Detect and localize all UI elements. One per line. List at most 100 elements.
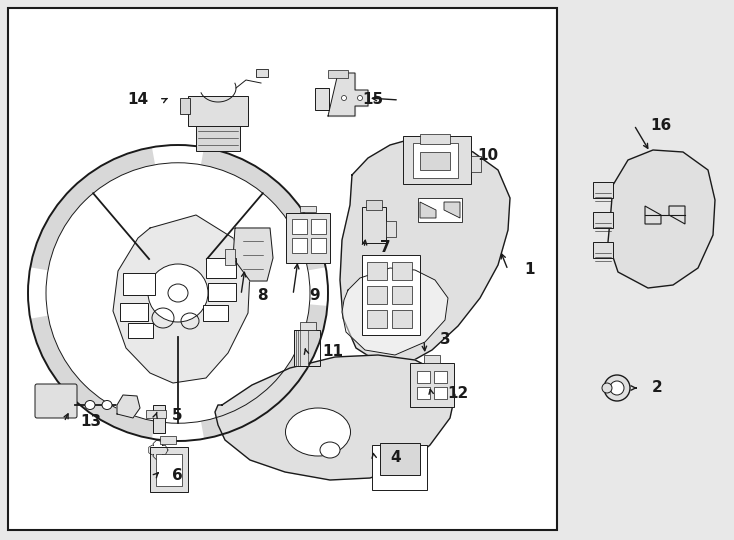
Text: 7: 7	[380, 240, 390, 255]
Bar	[418, 198, 462, 222]
Polygon shape	[233, 228, 273, 281]
Bar	[403, 136, 471, 184]
Bar	[434, 371, 447, 383]
Polygon shape	[113, 215, 250, 383]
Polygon shape	[420, 202, 436, 218]
Bar	[386, 221, 396, 237]
Bar	[380, 443, 420, 475]
Polygon shape	[215, 355, 455, 480]
Bar	[367, 262, 387, 280]
Bar	[123, 273, 155, 295]
Text: 15: 15	[362, 92, 383, 107]
Bar	[372, 445, 427, 490]
Bar	[424, 355, 440, 363]
Text: 3: 3	[440, 333, 451, 348]
Bar	[294, 330, 320, 366]
Text: 11: 11	[322, 345, 343, 360]
Bar	[410, 363, 454, 407]
Polygon shape	[30, 147, 155, 271]
Polygon shape	[444, 202, 460, 218]
Bar	[417, 371, 430, 383]
Bar	[420, 152, 450, 170]
Bar	[294, 330, 302, 366]
Bar	[593, 242, 613, 258]
Ellipse shape	[168, 284, 188, 302]
Bar	[366, 200, 382, 210]
Text: 14: 14	[127, 92, 148, 107]
Polygon shape	[328, 73, 368, 116]
Text: 6: 6	[172, 468, 183, 483]
Bar	[300, 322, 316, 330]
Bar	[392, 286, 412, 304]
Ellipse shape	[286, 408, 351, 456]
Bar	[311, 219, 326, 234]
Ellipse shape	[85, 401, 95, 409]
Text: 5: 5	[172, 408, 183, 422]
Bar	[311, 238, 326, 253]
Ellipse shape	[341, 96, 346, 100]
Bar	[434, 387, 447, 399]
Bar	[150, 447, 188, 492]
Bar	[156, 454, 182, 486]
Bar	[367, 286, 387, 304]
Bar	[593, 182, 613, 198]
Bar	[203, 305, 228, 321]
Bar	[286, 213, 330, 263]
Ellipse shape	[148, 264, 208, 322]
Bar	[315, 88, 329, 110]
Text: 4: 4	[390, 449, 401, 464]
Bar	[206, 258, 236, 278]
Bar	[8, 8, 557, 530]
Bar	[471, 156, 481, 172]
Text: 2: 2	[652, 381, 663, 395]
Ellipse shape	[610, 381, 624, 395]
Bar	[196, 126, 240, 151]
Bar	[256, 69, 268, 77]
Text: 13: 13	[80, 415, 101, 429]
Polygon shape	[608, 150, 715, 288]
Ellipse shape	[602, 383, 612, 393]
Polygon shape	[340, 138, 510, 365]
Polygon shape	[342, 268, 448, 355]
Bar	[153, 405, 165, 433]
Text: 1: 1	[524, 262, 534, 278]
Bar	[292, 219, 307, 234]
Ellipse shape	[604, 375, 630, 401]
Bar	[300, 330, 308, 366]
Bar	[417, 387, 430, 399]
Bar	[392, 262, 412, 280]
Text: 8: 8	[257, 287, 268, 302]
Bar	[180, 98, 190, 114]
Bar	[413, 143, 458, 178]
Bar	[128, 323, 153, 338]
FancyBboxPatch shape	[35, 384, 77, 418]
Bar	[300, 206, 316, 212]
Polygon shape	[30, 315, 155, 439]
Bar	[225, 249, 235, 265]
Bar	[160, 436, 176, 444]
Bar	[120, 303, 148, 321]
Bar	[593, 212, 613, 228]
Bar	[420, 134, 450, 144]
Bar	[188, 96, 248, 126]
Text: 10: 10	[477, 147, 498, 163]
Bar	[392, 310, 412, 328]
Bar	[367, 310, 387, 328]
Polygon shape	[201, 305, 327, 439]
Ellipse shape	[357, 96, 363, 100]
Polygon shape	[201, 147, 326, 271]
Text: 9: 9	[309, 287, 319, 302]
Bar	[362, 207, 386, 243]
Ellipse shape	[28, 145, 328, 441]
Bar	[298, 330, 306, 366]
Bar	[362, 255, 420, 335]
Text: 16: 16	[650, 118, 672, 132]
Bar	[208, 283, 236, 301]
Bar	[328, 70, 348, 78]
Ellipse shape	[320, 442, 340, 458]
Ellipse shape	[102, 401, 112, 409]
Polygon shape	[117, 395, 140, 418]
Bar	[146, 410, 166, 418]
Bar	[296, 330, 304, 366]
Text: 12: 12	[447, 386, 468, 401]
